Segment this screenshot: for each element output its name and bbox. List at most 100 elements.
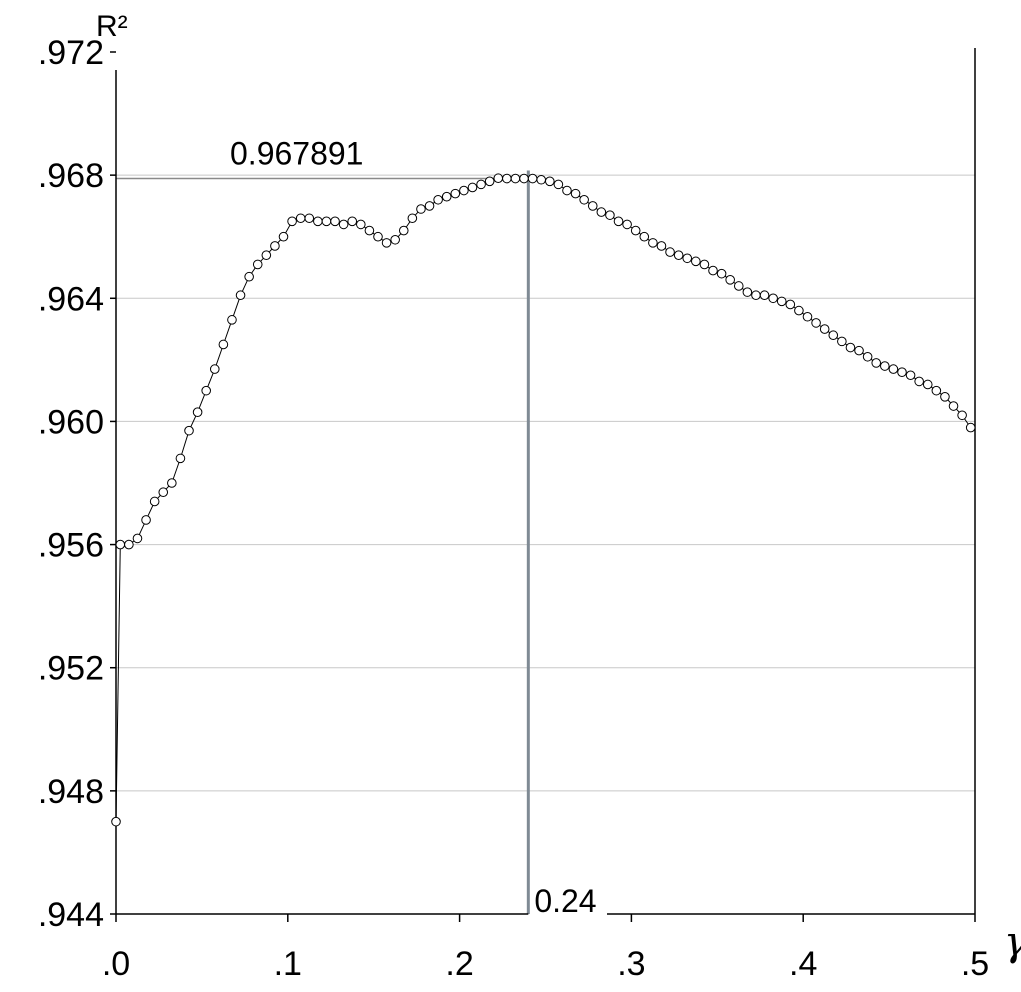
data-point <box>484 176 495 187</box>
x-tick-labels: .0 .1 .2 .3 .4 .5 <box>102 945 989 983</box>
data-point <box>407 213 418 224</box>
data-point <box>871 358 882 368</box>
data-point <box>218 339 229 350</box>
y-tick-label: .956 <box>38 527 104 565</box>
data-point <box>639 231 650 242</box>
data-point <box>244 271 254 282</box>
data-point <box>699 259 710 270</box>
data-point <box>287 216 297 227</box>
grid-lines <box>116 174 975 792</box>
data-point <box>321 216 332 227</box>
data-point <box>433 194 443 205</box>
data-point <box>364 225 375 236</box>
y-tick-label: .972 <box>38 34 104 72</box>
data-point <box>398 225 409 236</box>
data-point <box>441 191 452 202</box>
data-point <box>905 370 916 381</box>
data-point <box>562 185 572 196</box>
data-point <box>828 330 839 341</box>
data-point <box>673 250 684 260</box>
peak-annotation-lines <box>116 170 530 914</box>
data-point <box>209 364 220 374</box>
data-point <box>270 241 280 251</box>
y-tick-label: .964 <box>38 280 104 318</box>
data-point <box>149 496 160 507</box>
data-point <box>111 816 121 827</box>
data-point <box>510 173 521 184</box>
data-point <box>381 238 392 248</box>
axes <box>110 48 976 922</box>
data-point <box>819 324 830 334</box>
data-point <box>553 179 564 190</box>
y-tick-label: .968 <box>38 157 104 195</box>
data-point <box>115 539 126 550</box>
data-point <box>278 231 289 242</box>
data-point <box>295 213 306 224</box>
data-point <box>579 194 589 205</box>
data-point <box>330 216 340 227</box>
data-point <box>957 410 967 421</box>
y-tick-labels: .944 .948 .952 .956 .960 .964 .968 .972 <box>38 34 104 934</box>
peak-value-annotation: 0.967891 <box>230 135 363 171</box>
data-point <box>708 265 718 276</box>
data-point <box>768 293 778 304</box>
data-point <box>235 290 246 301</box>
data-point <box>785 299 796 310</box>
data-point <box>167 478 177 488</box>
data-point <box>948 401 959 411</box>
y-tick-label: .944 <box>38 896 104 934</box>
data-point <box>742 287 753 297</box>
data-point <box>536 174 547 185</box>
data-point <box>794 305 804 316</box>
x-tick-label: .0 <box>102 945 130 983</box>
data-point <box>519 173 529 184</box>
data-point <box>725 275 735 285</box>
y-tick-label: .960 <box>38 403 104 441</box>
data-point <box>141 515 151 525</box>
data-point <box>158 487 169 498</box>
series-r2 <box>111 173 976 827</box>
data-point <box>854 345 864 356</box>
data-point <box>691 256 701 267</box>
data-point <box>201 385 211 396</box>
data-point <box>192 407 203 417</box>
data-point <box>304 213 315 224</box>
x-tick-label: .1 <box>274 945 302 983</box>
data-point <box>845 342 856 353</box>
x-tick-label: .2 <box>445 945 473 983</box>
data-point <box>338 219 349 230</box>
data-point <box>227 315 237 325</box>
y-axis-label: R² <box>96 10 128 43</box>
data-point <box>733 281 744 291</box>
data-point <box>476 179 486 190</box>
y-tick-label: .952 <box>38 650 104 688</box>
data-point <box>716 268 727 279</box>
data-point <box>622 219 632 230</box>
data-point <box>802 311 813 322</box>
data-point <box>914 376 924 387</box>
x-tick-label: .5 <box>961 945 989 983</box>
data-point <box>776 296 787 307</box>
data-point <box>605 210 615 220</box>
data-point <box>940 392 950 402</box>
data-point <box>862 351 873 362</box>
data-point <box>175 453 186 464</box>
y-tick-label: .948 <box>38 773 104 811</box>
data-point <box>570 188 581 199</box>
data-point <box>252 259 263 270</box>
data-point <box>888 364 899 374</box>
data-point <box>124 539 134 550</box>
data-point <box>965 422 976 433</box>
data-point <box>373 231 383 242</box>
data-point <box>897 367 907 377</box>
peak-gamma-annotation: 0.24 <box>534 883 596 919</box>
data-point <box>424 201 435 211</box>
data-point <box>613 216 624 227</box>
data-point <box>811 318 821 328</box>
x-tick-label: .3 <box>617 945 645 983</box>
series-line <box>115 177 972 822</box>
x-tick-label: .4 <box>789 945 817 983</box>
data-point <box>132 533 143 544</box>
data-point <box>596 207 607 217</box>
